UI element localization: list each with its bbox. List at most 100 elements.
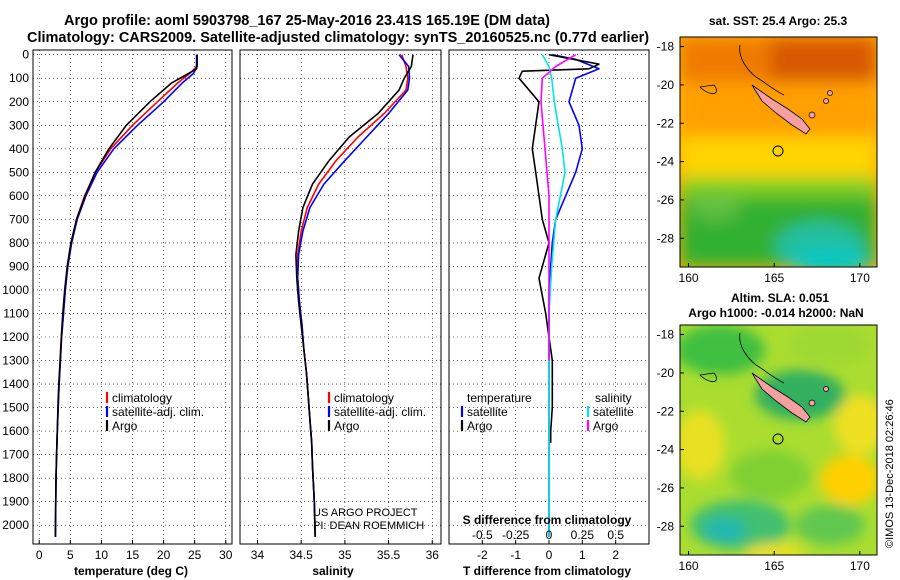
difference-legend: temperature salinitysatelliteArgosatellit…	[460, 391, 634, 433]
map-lon-label: 170	[850, 271, 870, 285]
series-line-climatology	[296, 54, 409, 537]
salinity-x-label: salinity	[312, 564, 354, 578]
depth-tick-label: 500	[9, 165, 29, 179]
project-note: US ARGO PROJECT	[313, 507, 418, 519]
map-lat-label: -18	[657, 328, 675, 342]
x-tick-label: 36	[426, 548, 440, 562]
sst-map-axes: -18 -20 -22 -24 -26 -28 160 165 170	[657, 40, 871, 285]
legend-label: Argo	[334, 419, 360, 433]
x-tick-label: 0	[546, 548, 553, 562]
map-lat-label: -18	[657, 40, 675, 54]
series-line-argo	[295, 54, 414, 537]
sla-map-axes: -18 -20 -22 -24 -26 -28 160 165 170	[657, 328, 871, 573]
x-tick-label: -2	[477, 548, 488, 562]
coastline-contour-sla	[699, 332, 785, 384]
new-caledonia-land-sla	[751, 372, 811, 423]
s-difference-tick-label: -0.25	[502, 528, 530, 542]
map-lat-label: -28	[657, 519, 675, 533]
legend-temperature-title: temperature	[467, 391, 532, 405]
title-line-1: Argo profile: aoml 5903798_167 25-May-20…	[64, 13, 550, 29]
x-tick-label: 10	[95, 548, 109, 562]
x-tick-label: 35.5	[377, 548, 401, 562]
temperature-x-axis: 0 5 10 15 20 25 30	[36, 540, 233, 562]
salinity-grid	[240, 50, 441, 544]
x-tick-label: 5	[67, 548, 74, 562]
depth-tick-label: 1700	[2, 448, 29, 462]
sst-field	[680, 37, 877, 267]
depth-tick-label: 1000	[2, 283, 29, 297]
series-line-salinity-argo	[540, 54, 577, 361]
legend-label: satellite	[467, 405, 508, 419]
sst-map-panel: sat. SST: 25.4 Argo: 25.3	[657, 14, 878, 285]
map-lon-label: 160	[679, 271, 699, 285]
s-difference-label: S difference from climatology	[463, 513, 632, 527]
legend-label: satellite-adj. clim.	[112, 405, 204, 419]
depth-tick-label: 2000	[2, 518, 29, 532]
legend-label: climatology	[112, 391, 172, 405]
x-tick-label: -1	[510, 548, 521, 562]
temperature-grid	[33, 50, 232, 544]
x-tick-label: 25	[188, 548, 202, 562]
x-tick-label: 1	[579, 548, 586, 562]
depth-axis: 0 100 200 300 400 500 600 700 800 900 1000 1100 1200…	[2, 48, 29, 532]
loyalty-island-1	[808, 111, 816, 119]
sst-map-frame	[679, 36, 878, 268]
map-lat-label: -24	[657, 155, 675, 169]
depth-tick-label: 300	[9, 118, 29, 132]
sla-map-frame	[679, 324, 878, 556]
x-tick-label: 0	[36, 548, 43, 562]
temperature-lines	[54, 54, 198, 537]
coastline-contour	[699, 44, 785, 96]
depth-tick-label: 1600	[2, 424, 29, 438]
map-lat-label: -20	[657, 78, 675, 92]
legend-salinity-title: salinity	[595, 391, 632, 405]
depth-tick-label: 1100	[3, 306, 29, 320]
t-difference-x-axis: -2 -1 0 1 2	[477, 540, 619, 562]
s-difference-tick-label: 0.5	[607, 528, 624, 542]
depth-tick-label: 1500	[2, 401, 29, 415]
depth-tick-label: 900	[9, 259, 29, 273]
map-lon-label: 165	[764, 559, 784, 573]
depth-tick-label: 1900	[2, 495, 29, 509]
legend-label: satellite-adj. clim.	[334, 405, 426, 419]
depth-tick-label: 200	[9, 95, 29, 109]
float-position-marker	[772, 145, 784, 157]
x-tick-label: 34.5	[289, 548, 313, 562]
depth-tick-label: 1300	[2, 354, 29, 368]
sla-field	[680, 325, 877, 555]
depth-tick-label: 1800	[2, 471, 29, 485]
temperature-x-label: temperature (deg C)	[74, 564, 188, 578]
series-line-satellite-adj-clim-	[296, 54, 411, 537]
depth-tick-label: 0	[22, 48, 29, 62]
map-lat-label: -26	[657, 193, 675, 207]
depth-tick-label: 700	[9, 212, 29, 226]
difference-lines	[518, 53, 600, 537]
salinity-x-axis: 34 34.5 35 35.5 36	[251, 540, 439, 562]
map-lat-label: -22	[657, 116, 675, 130]
imos-credit: ©IMOS 13-Dec-2018 02:26:46	[884, 399, 896, 548]
legend-label: Argo	[467, 419, 493, 433]
salinity-axes-frame	[239, 49, 442, 545]
sst-map	[680, 37, 877, 267]
x-tick-label: 35	[338, 548, 352, 562]
map-lat-label: -20	[657, 366, 675, 380]
sla-map-title-1: Altim. SLA: 0.051	[731, 291, 829, 305]
depth-tick-label: 1400	[2, 377, 29, 391]
sla-map-panel: Altim. SLA: 0.051 Argo h1000: -0.014 h20…	[657, 291, 878, 573]
map-lon-label: 160	[679, 559, 699, 573]
loyalty-island-sla-1	[808, 399, 816, 407]
depth-tick-label: 800	[9, 236, 29, 250]
depth-tick-label: 100	[9, 71, 29, 85]
sla-map	[680, 325, 877, 555]
map-lat-label: -24	[657, 443, 675, 457]
temperature-axes-frame	[32, 49, 233, 545]
depth-tick-label: 400	[9, 142, 29, 156]
title-line-2: Climatology: CARS2009. Satellite-adjuste…	[27, 30, 649, 46]
legend-label: Argo	[112, 419, 138, 433]
sst-map-title: sat. SST: 25.4 Argo: 25.3	[709, 14, 848, 28]
t-difference-x-label: T difference from climatology	[463, 564, 631, 578]
x-tick-label: 15	[126, 548, 140, 562]
loyalty-island-sla-2	[823, 386, 829, 392]
